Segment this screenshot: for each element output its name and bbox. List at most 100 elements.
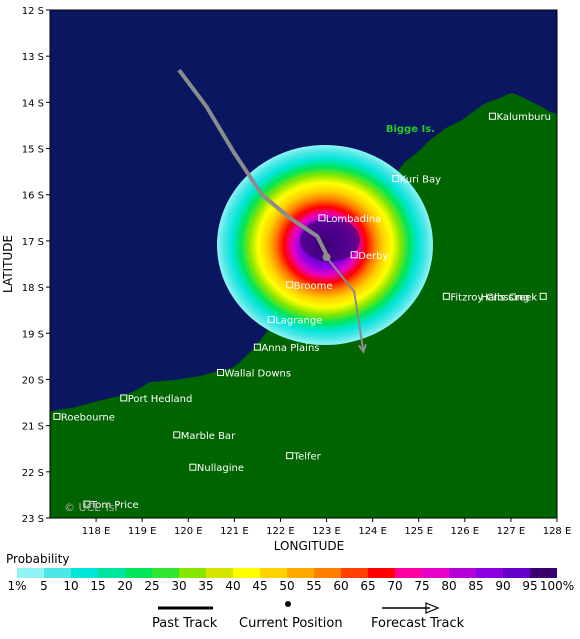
- place-derby: Derby: [350, 251, 389, 262]
- place-roebourne: Roebourne: [53, 412, 115, 423]
- colorbar-swatch: [206, 568, 233, 578]
- colorbar-tick-label: 65: [360, 579, 376, 593]
- place-label: Lagrange: [275, 315, 322, 326]
- colorbar-tick-label: 100%: [539, 579, 575, 593]
- place-label: Kalumburu: [496, 112, 551, 123]
- past-track-label: Past Track: [152, 616, 218, 631]
- colorbar-tick-label: 55: [306, 579, 322, 593]
- lat-tick-label: 18 S: [22, 283, 44, 294]
- forecast-arrow: [357, 343, 367, 354]
- current-position-marker: [322, 253, 331, 262]
- colorbar-swatch: [260, 568, 287, 578]
- places: Kalumburu Bigge Is. Kuri Bay Lombadina Derby…: [53, 112, 551, 511]
- colorbar-tick-label: 80: [441, 579, 457, 593]
- place-marker: [253, 343, 261, 351]
- place-label: Roebourne: [61, 412, 115, 423]
- place-marker: [267, 315, 275, 323]
- place-telfer: Telfer: [286, 452, 322, 463]
- colorbar-swatch: [44, 568, 71, 578]
- colorbar-swatch: [449, 568, 476, 578]
- x-axis-label: LONGITUDE: [274, 539, 344, 553]
- lon-tick-label: 118 E: [82, 526, 111, 537]
- colorbar-tick-label: 10: [63, 579, 79, 593]
- track-key: Past Track Current Position Forecast Tra…: [0, 598, 580, 638]
- colorbar-tick-label: 60: [333, 579, 349, 593]
- lat-tick-label: 19 S: [22, 329, 44, 340]
- copyright-label: © UCL Tsr: [64, 501, 119, 514]
- place-label: Telfer: [293, 452, 322, 463]
- place-lagrange: Lagrange: [267, 315, 322, 326]
- colorbar-tick-label: 85: [468, 579, 484, 593]
- colorbar-swatch: [395, 568, 422, 578]
- axes: 118 E 119 E 120 E 121 E 122 E 123 E 124 E 125 E…: [22, 6, 572, 537]
- colorbar-swatch: [179, 568, 206, 578]
- place-label: Bigge Is.: [386, 124, 435, 135]
- colorbar-swatch: [476, 568, 503, 578]
- colorbar-ticks: 1% 5 10 15 20 25 30 35 40 45 50 55 60 65 70 75 80 85 90 95 1…: [0, 579, 580, 595]
- y-axis-label: LATITUDE: [1, 235, 15, 293]
- place-marker: [217, 369, 225, 377]
- colorbar-tick-label: 35: [198, 579, 214, 593]
- lat-tick-label: 20 S: [22, 375, 44, 386]
- place-nullagine: Nullagine: [189, 463, 244, 474]
- place-marker: [442, 292, 450, 300]
- place-lombadina: Lombadina: [318, 214, 381, 225]
- colorbar-swatch: [341, 568, 368, 578]
- lat-tick-label: 16 S: [22, 191, 44, 202]
- colorbar-swatch: [71, 568, 98, 578]
- place-kuri-bay: Kuri Bay: [392, 175, 441, 186]
- place-marker: [350, 251, 358, 259]
- current-position-symbol: [285, 601, 291, 607]
- probability-colorbar: [17, 568, 557, 578]
- lat-tick-label: 15 S: [22, 145, 44, 156]
- lon-tick-label: 120 E: [174, 526, 203, 537]
- place-halls-creek: Halls Creek: [481, 292, 547, 303]
- colorbar-tick-label: 90: [495, 579, 511, 593]
- colorbar-swatch: [233, 568, 260, 578]
- colorbar-swatch: [152, 568, 179, 578]
- lon-tick-label: 128 E: [543, 526, 572, 537]
- lon-tick-label: 121 E: [220, 526, 249, 537]
- lon-tick-label: 123 E: [312, 526, 341, 537]
- place-label: Halls Creek: [481, 292, 538, 303]
- lon-tick-label: 122 E: [266, 526, 295, 537]
- lat-tick-label: 17 S: [22, 237, 44, 248]
- colorbar-tick-label: 40: [225, 579, 241, 593]
- place-port-hedland: Port Hedland: [120, 394, 192, 405]
- lon-tick-label: 124 E: [358, 526, 387, 537]
- lat-tick-label: 13 S: [22, 52, 44, 63]
- place-marker: [189, 463, 197, 471]
- place-label: Tom Price: [90, 500, 139, 511]
- colorbar-tick-label: 5: [40, 579, 48, 593]
- place-marker: [392, 175, 400, 183]
- colorbar-tick-label: 25: [144, 579, 160, 593]
- place-marker: [539, 292, 547, 300]
- place-label: Anna Plains: [261, 343, 319, 354]
- lat-tick-label: 21 S: [22, 422, 44, 433]
- place-marker: [488, 112, 496, 120]
- forecast-track-line: [325, 256, 365, 352]
- place-bigge-is: Bigge Is.: [386, 124, 435, 135]
- place-tom-price: Tom Price: [83, 500, 139, 511]
- lat-tick-label: 22 S: [22, 468, 44, 479]
- place-marker: [120, 394, 128, 402]
- place-label: Derby: [358, 251, 388, 262]
- lat-tick-label: 23 S: [22, 514, 44, 525]
- place-label: Nullagine: [197, 463, 244, 474]
- colorbar-swatch: [125, 568, 152, 578]
- place-marker: [83, 500, 91, 508]
- lat-tick-label: 12 S: [22, 6, 44, 17]
- past-track-line: [177, 68, 329, 256]
- colorbar-swatch: [287, 568, 314, 578]
- colorbar-tick-label: 75: [414, 579, 430, 593]
- current-position-label: Current Position: [239, 616, 343, 631]
- forecast-arrowhead: [425, 602, 440, 614]
- place-label: Broome: [294, 281, 333, 292]
- place-anna-plains: Anna Plains: [253, 343, 320, 354]
- colorbar-tick-label: 30: [171, 579, 187, 593]
- colorbar-swatch: [98, 568, 125, 578]
- legend-title: Probability: [6, 552, 70, 566]
- place-marker: [173, 431, 181, 439]
- place-marker: [318, 214, 326, 222]
- place-marble-bar: Marble Bar: [173, 431, 236, 442]
